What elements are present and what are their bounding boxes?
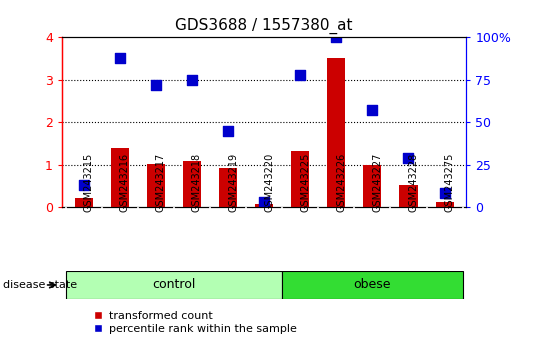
Bar xyxy=(255,204,273,207)
Point xyxy=(151,82,160,87)
Bar xyxy=(282,271,462,299)
Point xyxy=(79,182,88,188)
Text: GSM243275: GSM243275 xyxy=(445,153,454,212)
Text: disease state: disease state xyxy=(3,280,77,290)
Point xyxy=(404,155,413,161)
Text: GSM243215: GSM243215 xyxy=(84,153,94,212)
Bar xyxy=(436,201,454,207)
Point xyxy=(188,77,196,82)
Bar xyxy=(219,168,237,207)
Bar xyxy=(399,185,418,207)
Text: obese: obese xyxy=(354,279,391,291)
Text: GSM243228: GSM243228 xyxy=(409,153,418,212)
Text: GSM243227: GSM243227 xyxy=(372,153,382,212)
Point xyxy=(296,72,305,78)
Text: GSM243219: GSM243219 xyxy=(228,153,238,212)
Text: GSM243226: GSM243226 xyxy=(336,153,346,212)
Bar xyxy=(327,58,345,207)
Text: GSM243218: GSM243218 xyxy=(192,153,202,212)
Legend: transformed count, percentile rank within the sample: transformed count, percentile rank withi… xyxy=(88,307,301,339)
Point xyxy=(332,34,341,40)
Bar xyxy=(74,198,93,207)
Bar xyxy=(291,151,309,207)
Point xyxy=(115,55,124,61)
Title: GDS3688 / 1557380_at: GDS3688 / 1557380_at xyxy=(175,18,353,34)
Text: GSM243220: GSM243220 xyxy=(264,153,274,212)
Point xyxy=(440,191,449,196)
Bar xyxy=(183,161,201,207)
Point xyxy=(260,199,268,205)
Bar xyxy=(363,165,382,207)
Text: GSM243216: GSM243216 xyxy=(120,153,130,212)
Bar xyxy=(110,148,129,207)
Bar xyxy=(66,271,282,299)
Point xyxy=(368,107,377,113)
Text: GSM243217: GSM243217 xyxy=(156,153,166,212)
Text: GSM243225: GSM243225 xyxy=(300,153,310,212)
Text: control: control xyxy=(152,279,196,291)
Point xyxy=(224,128,232,133)
Bar xyxy=(147,164,165,207)
